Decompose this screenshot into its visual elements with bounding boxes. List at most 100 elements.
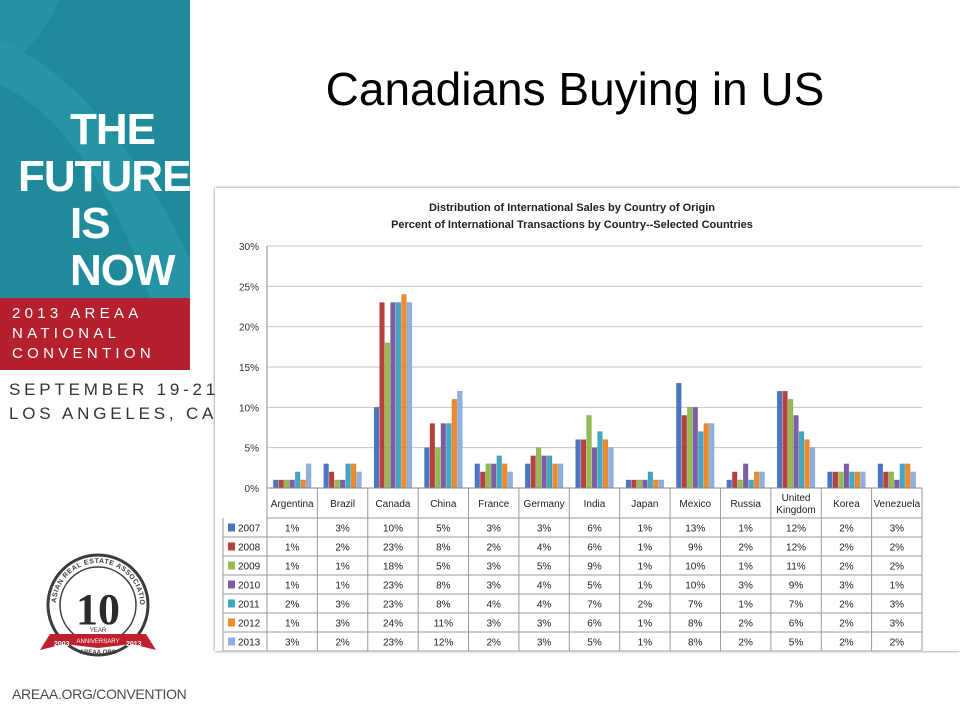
legend-label: 2013: [238, 638, 261, 649]
table-cell: 3%: [537, 619, 552, 630]
bar: [709, 423, 715, 489]
table-cell: 1%: [638, 638, 653, 649]
bar: [580, 439, 587, 489]
table-cell: 1%: [285, 619, 300, 630]
table-cell: 4%: [537, 581, 552, 592]
bar: [435, 447, 441, 489]
bar: [838, 471, 844, 489]
x-tick-label: India: [584, 499, 606, 510]
table-cell: 4%: [537, 600, 552, 611]
table-cell: 5%: [587, 638, 602, 649]
table-cell: 13%: [685, 524, 705, 535]
table-cell: 9%: [587, 562, 602, 573]
chart-title: Distribution of International Sales by C…: [429, 202, 715, 214]
bar: [899, 463, 905, 489]
table-cell: 3%: [285, 638, 300, 649]
bar: [832, 471, 839, 489]
bar: [530, 455, 536, 489]
table-cell: 2%: [890, 638, 905, 649]
chart-titles: Distribution of International Sales by C…: [391, 202, 753, 231]
bar: [350, 463, 357, 489]
legend-label: 2008: [238, 543, 261, 554]
data-table: Argentina Brazil Canada China France Germany I…: [222, 488, 923, 651]
x-tick-label: Brazil: [330, 499, 355, 510]
bar: [753, 471, 760, 489]
legend-swatch: [228, 542, 235, 551]
bar: [429, 423, 436, 489]
bar: [894, 479, 900, 489]
slide-title: Canadians Buying in US: [325, 63, 825, 115]
svg-text:10: 10: [76, 585, 120, 634]
table-cell: 1%: [335, 581, 350, 592]
bar: [827, 471, 833, 489]
table-cell: 2%: [839, 619, 854, 630]
convention-url: AREAA.ORG/CONVENTION: [12, 686, 187, 702]
bar: [798, 431, 805, 489]
y-tick-label: 10%: [239, 403, 259, 414]
bar: [328, 471, 335, 489]
bar: [575, 439, 581, 489]
table-cell: 7%: [587, 600, 602, 611]
table-cell: 3%: [537, 524, 552, 535]
bar: [776, 390, 783, 489]
bar: [843, 463, 850, 489]
x-tick-label: Germany: [524, 499, 565, 510]
table-cell: 3%: [487, 581, 502, 592]
table-cell: 24%: [383, 619, 403, 630]
chart-subtitle: Percent of International Transactions by…: [391, 219, 753, 231]
chart-panel: Distribution of International Sales by C…: [215, 188, 960, 651]
table-cell: 2%: [839, 543, 854, 554]
x-tick-label: Russia: [730, 499, 761, 510]
table-cell: 2%: [839, 524, 854, 535]
bar: [552, 463, 558, 489]
table-cell: 3%: [335, 619, 350, 630]
bar: [809, 447, 816, 489]
table-cell: 1%: [638, 562, 653, 573]
headline-text: THE FUTURE IS NOW: [18, 106, 190, 295]
bar: [854, 471, 861, 489]
table-cell: 23%: [383, 543, 403, 554]
table-cell: 7%: [789, 600, 804, 611]
bar: [586, 415, 592, 489]
headline-line: NOW: [70, 246, 176, 295]
table-cell: 5%: [436, 562, 451, 573]
table-cell: 2%: [335, 543, 350, 554]
table-cell: 5%: [789, 638, 804, 649]
table-cell: 1%: [638, 543, 653, 554]
legend-label: 2009: [238, 562, 261, 573]
bar: [602, 439, 609, 489]
table-cell: 3%: [738, 581, 753, 592]
bar: [591, 447, 598, 489]
bar: [787, 399, 794, 489]
legend-label: 2012: [238, 619, 261, 630]
table-cell: 3%: [487, 619, 502, 630]
table-cell: 3%: [335, 524, 350, 535]
x-tick-label: Korea: [833, 499, 860, 510]
table-cell: 2%: [285, 600, 300, 611]
table-cell: 1%: [285, 543, 300, 554]
table-cell: 2%: [335, 638, 350, 649]
table-cell: 2%: [738, 619, 753, 630]
table-cell: 2%: [890, 543, 905, 554]
table-cell: 18%: [383, 562, 403, 573]
legend-swatch: [228, 580, 235, 589]
bar: [524, 463, 531, 489]
bar: [278, 479, 284, 489]
y-tick-label: 25%: [239, 282, 259, 293]
bar: [546, 455, 553, 489]
bar: [782, 390, 788, 489]
table-cell: 8%: [436, 581, 451, 592]
table-cell: 4%: [537, 543, 552, 554]
x-tick-label: Venezuela: [873, 499, 920, 510]
table-cell: 1%: [638, 524, 653, 535]
table-cell: 23%: [383, 638, 403, 649]
bar: [804, 439, 810, 489]
table-cell: 5%: [587, 581, 602, 592]
table-cell: 12%: [433, 638, 453, 649]
y-tick-label: 0%: [245, 484, 260, 495]
table-cell: 5%: [537, 562, 552, 573]
bar: [888, 471, 895, 489]
table-cell: 8%: [436, 600, 451, 611]
bar: [535, 447, 542, 489]
table-cell: 7%: [688, 600, 703, 611]
